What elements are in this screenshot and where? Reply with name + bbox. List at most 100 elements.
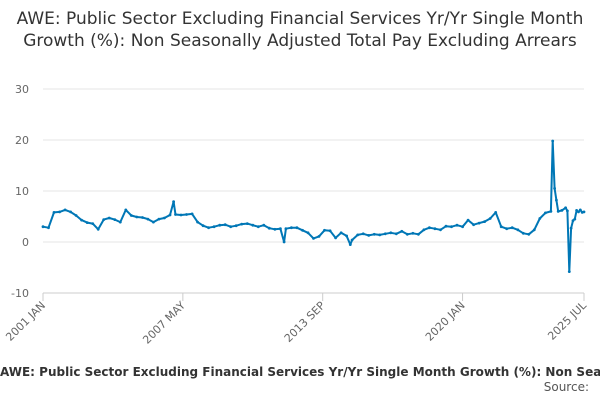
x-tick-label: 2001 JAN xyxy=(3,299,48,344)
y-tick-label: 10 xyxy=(15,185,29,198)
x-tick-label: 2007 MAY xyxy=(140,299,188,347)
data-point xyxy=(118,220,122,224)
data-point xyxy=(400,229,404,233)
data-point xyxy=(129,214,133,217)
data-point xyxy=(146,217,150,221)
data-point xyxy=(578,208,582,212)
data-point xyxy=(174,213,177,216)
data-point xyxy=(240,222,244,226)
data-point xyxy=(190,212,194,216)
data-point xyxy=(52,211,56,214)
data-point xyxy=(212,225,216,229)
data-point xyxy=(361,232,365,236)
data-point xyxy=(80,218,83,222)
data-point xyxy=(196,220,200,224)
data-point xyxy=(58,210,61,214)
data-point xyxy=(521,231,525,235)
data-point xyxy=(279,227,282,231)
data-point xyxy=(245,222,249,226)
data-point xyxy=(85,221,89,225)
data-point xyxy=(566,209,569,213)
data-point xyxy=(339,231,343,235)
data-point xyxy=(483,220,486,224)
data-point xyxy=(472,223,475,227)
data-point xyxy=(444,224,448,228)
y-tick-label: 20 xyxy=(15,134,29,147)
data-point xyxy=(267,226,271,230)
data-point xyxy=(41,225,45,229)
data-point xyxy=(466,218,470,222)
data-point xyxy=(282,240,286,244)
data-point xyxy=(207,226,211,230)
data-point xyxy=(334,236,337,240)
data-point xyxy=(564,206,567,210)
data-point xyxy=(152,220,155,224)
data-point xyxy=(107,216,111,220)
data-point xyxy=(551,139,555,143)
data-point xyxy=(135,215,139,219)
x-tick-label: 2013 SEP xyxy=(282,299,328,345)
data-point xyxy=(556,210,560,213)
data-point xyxy=(372,232,376,236)
data-point xyxy=(201,224,205,228)
series-line xyxy=(42,140,585,273)
data-point xyxy=(383,232,387,236)
data-point xyxy=(455,223,459,227)
data-point xyxy=(405,232,409,236)
data-point xyxy=(63,208,67,212)
data-point xyxy=(218,223,222,227)
data-point xyxy=(312,237,315,240)
data-point xyxy=(532,228,536,232)
legend-label[interactable]: AWE: Public Sector Excluding Financial S… xyxy=(0,365,600,379)
data-point xyxy=(389,231,393,235)
y-tick-label: 30 xyxy=(15,83,29,96)
data-point xyxy=(350,238,354,242)
data-point xyxy=(113,218,117,222)
data-point xyxy=(494,211,498,214)
data-point xyxy=(499,225,503,229)
data-point xyxy=(461,225,464,229)
data-point xyxy=(428,226,431,230)
data-point xyxy=(172,200,176,204)
data-point xyxy=(179,213,183,217)
data-point xyxy=(575,209,578,212)
source-label: Source: xyxy=(543,380,589,394)
data-point xyxy=(323,228,326,232)
data-point xyxy=(256,225,260,229)
data-point xyxy=(345,234,348,238)
data-point xyxy=(367,234,371,237)
grid-lines xyxy=(43,88,584,294)
data-point xyxy=(185,213,188,216)
data-point xyxy=(251,223,255,227)
data-point xyxy=(163,216,166,220)
data-point xyxy=(505,227,509,231)
data-point xyxy=(538,217,542,220)
data-point xyxy=(157,217,161,221)
data-point xyxy=(317,235,321,238)
data-point xyxy=(439,228,442,232)
data-point xyxy=(477,221,481,225)
data-point xyxy=(306,231,310,235)
data-point xyxy=(553,187,556,190)
x-tick-label: 2020 JAN xyxy=(423,299,468,344)
data-point xyxy=(91,222,95,226)
data-point xyxy=(433,227,437,231)
data-point xyxy=(510,226,514,230)
data-point xyxy=(577,210,580,214)
data-point xyxy=(168,213,172,217)
data-point xyxy=(422,228,426,232)
data-point xyxy=(378,233,382,237)
data-point xyxy=(234,224,238,228)
data-point xyxy=(273,227,277,231)
data-point xyxy=(555,198,558,202)
data-point xyxy=(328,229,332,233)
data-point xyxy=(290,226,293,230)
data-point xyxy=(348,243,352,247)
data-point xyxy=(417,232,420,236)
x-tick-label: 2025 JUL xyxy=(545,298,589,342)
data-point xyxy=(141,216,144,219)
data-point xyxy=(301,228,304,232)
data-point xyxy=(229,225,233,229)
data-point xyxy=(102,218,106,222)
